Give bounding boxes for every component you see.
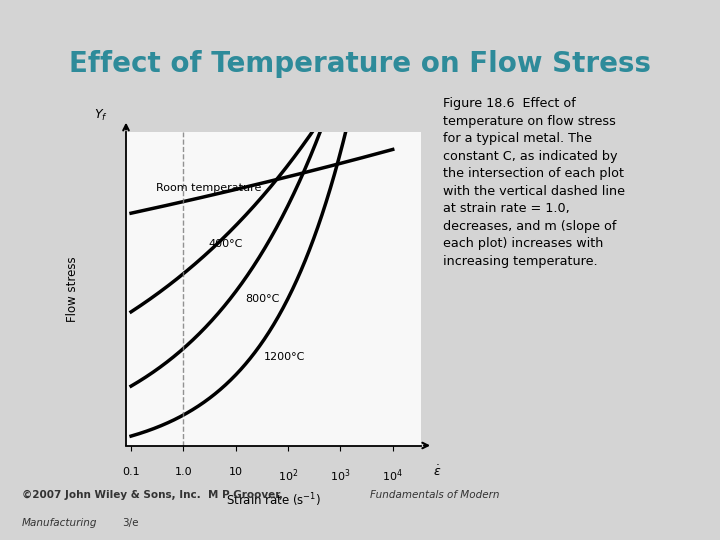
Text: $10^2$: $10^2$ <box>278 468 298 484</box>
Text: Effect of Temperature on Flow Stress: Effect of Temperature on Flow Stress <box>69 50 651 78</box>
Text: 3/e: 3/e <box>122 518 138 528</box>
Text: $10^3$: $10^3$ <box>330 468 351 484</box>
Text: 1200°C: 1200°C <box>264 352 305 362</box>
Text: Flow stress: Flow stress <box>66 256 79 322</box>
Text: 10: 10 <box>229 468 243 477</box>
Text: 0.1: 0.1 <box>122 468 140 477</box>
Text: $Y_f$: $Y_f$ <box>94 108 108 123</box>
Text: ©2007 John Wiley & Sons, Inc.  M P Groover,: ©2007 John Wiley & Sons, Inc. M P Groove… <box>22 490 286 501</box>
Text: Strain rate (s$^{-1}$): Strain rate (s$^{-1}$) <box>226 491 321 509</box>
Text: Room temperature: Room temperature <box>156 183 261 193</box>
Text: Figure 18.6  Effect of
temperature on flow stress
for a typical metal. The
const: Figure 18.6 Effect of temperature on flo… <box>443 97 625 268</box>
Text: $\dot{\varepsilon}$: $\dot{\varepsilon}$ <box>433 464 441 479</box>
Text: 800°C: 800°C <box>245 294 279 304</box>
Text: 400°C: 400°C <box>208 239 243 249</box>
Text: 1.0: 1.0 <box>174 468 192 477</box>
Text: Manufacturing: Manufacturing <box>22 518 97 528</box>
Text: $10^4$: $10^4$ <box>382 468 403 484</box>
Text: Fundamentals of Modern: Fundamentals of Modern <box>370 490 500 501</box>
